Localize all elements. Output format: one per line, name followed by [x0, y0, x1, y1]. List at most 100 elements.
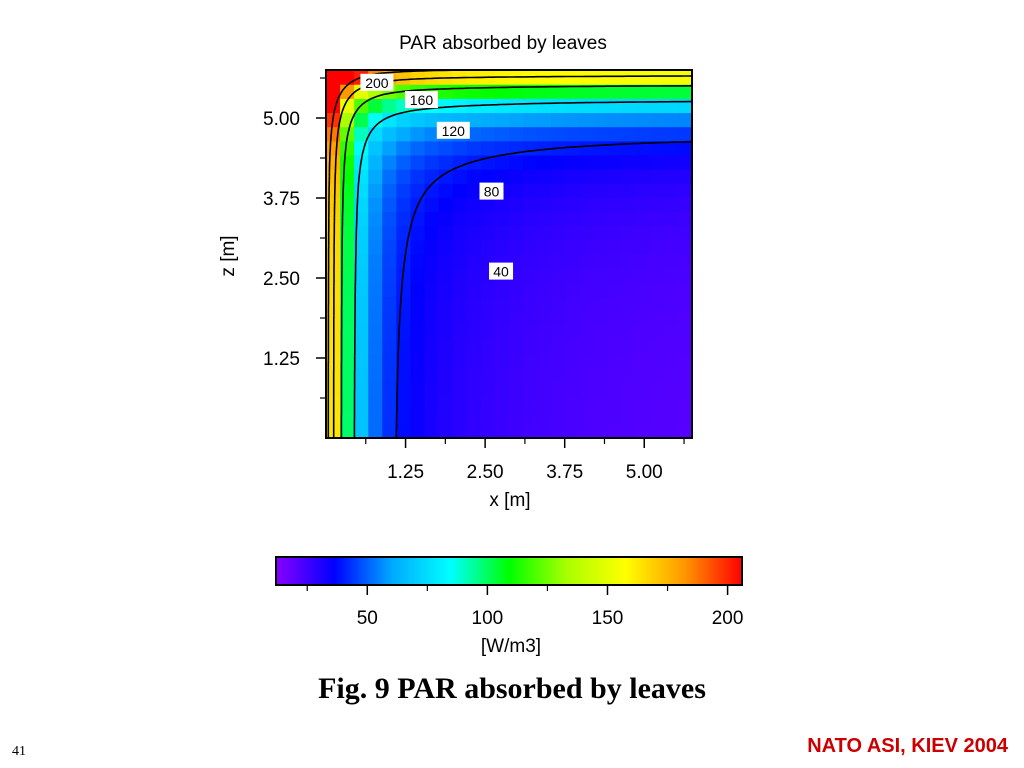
- heatmap-cell: [579, 324, 595, 340]
- heatmap-cell: [410, 409, 426, 425]
- heatmap-cell: [424, 282, 440, 298]
- heatmap-cell: [326, 98, 341, 114]
- heatmap-cell: [677, 296, 692, 312]
- heatmap-cell: [438, 254, 454, 269]
- heatmap-cell: [494, 310, 510, 326]
- contour-label-200: 200: [365, 75, 389, 91]
- heatmap-cell: [565, 183, 580, 198]
- heatmap-cell: [480, 140, 496, 156]
- heatmap-cell: [607, 409, 623, 425]
- heatmap-cell: [565, 395, 580, 411]
- heatmap-cell: [354, 211, 369, 227]
- heatmap-cell: [663, 154, 679, 170]
- contour-label-box: [404, 91, 438, 109]
- heatmap-cell: [368, 183, 383, 198]
- heatmap-cell: [663, 395, 679, 411]
- heatmap-cell: [326, 154, 341, 170]
- heatmap-cell: [509, 112, 524, 128]
- heatmap-cell: [677, 338, 692, 354]
- heatmap-cell: [326, 183, 341, 198]
- heatmap-cell: [494, 324, 510, 340]
- heatmap-cell: [579, 282, 595, 298]
- x-tick-label: 5.00: [626, 462, 663, 483]
- heatmap-cell: [677, 310, 692, 326]
- heatmap-cell: [368, 423, 383, 438]
- heatmap-cell: [649, 367, 665, 382]
- heatmap-cell: [579, 239, 595, 255]
- heatmap-cell: [523, 395, 538, 411]
- heatmap-cell: [494, 395, 510, 411]
- heatmap-cell: [621, 324, 637, 340]
- contour-labels: 200 160 120 80 40: [360, 73, 514, 280]
- heatmap-cell: [509, 183, 524, 198]
- heatmap-cell: [354, 310, 369, 326]
- heatmap-cell: [438, 154, 454, 170]
- heatmap-cell: [410, 296, 426, 312]
- heatmap-cell: [438, 140, 454, 156]
- heatmap-cell: [438, 338, 454, 354]
- heatmap-cell: [368, 140, 383, 156]
- heatmap-cell: [494, 338, 510, 354]
- heatmap-cell: [424, 112, 440, 128]
- heatmap-cell: [579, 126, 595, 142]
- heatmap-cell: [607, 268, 623, 283]
- heatmap-cell: [354, 296, 369, 312]
- heatmap-cell: [452, 197, 468, 213]
- heatmap-cell: [593, 282, 609, 298]
- chart-title: PAR absorbed by leaves: [399, 33, 607, 54]
- heatmap-cell: [494, 353, 510, 368]
- heatmap-cell: [396, 126, 412, 142]
- heatmap-cell: [565, 268, 580, 283]
- heatmap-cell: [663, 183, 679, 198]
- heatmap-cell: [565, 239, 580, 255]
- heatmap-cell: [340, 409, 355, 425]
- heatmap-cell: [354, 381, 369, 397]
- heatmap-cell: [607, 296, 623, 312]
- heatmap-cell: [635, 197, 651, 213]
- heatmap-cell: [677, 409, 692, 425]
- heatmap-cell: [452, 183, 468, 198]
- heatmap-cell: [354, 140, 369, 156]
- heatmap-cell: [396, 423, 412, 438]
- heatmap-cell: [438, 296, 454, 312]
- heatmap-cell: [396, 282, 412, 298]
- heatmap-cell: [523, 409, 538, 425]
- heatmap-cell: [677, 268, 692, 283]
- heatmap-cell: [607, 423, 623, 438]
- heatmap-cell: [494, 154, 510, 170]
- heatmap-cell: [452, 154, 468, 170]
- heatmap-cell: [396, 183, 412, 198]
- heatmap-cell: [452, 239, 468, 255]
- heatmap-cell: [593, 395, 609, 411]
- heatmap-cell: [382, 296, 397, 312]
- heatmap-cell: [326, 211, 341, 227]
- heatmap-cell: [663, 140, 679, 156]
- heatmap-cell: [480, 353, 496, 368]
- heatmap-cell: [494, 239, 510, 255]
- heatmap-cell: [466, 268, 482, 283]
- heatmap-cell: [382, 409, 397, 425]
- heatmap-cell: [621, 353, 637, 368]
- heatmap-cell: [368, 296, 383, 312]
- heatmap-cell: [340, 282, 355, 298]
- heatmap-cell: [523, 353, 538, 368]
- heatmap-cell: [649, 282, 665, 298]
- heatmap-cell: [551, 254, 566, 269]
- heatmap-cell: [424, 423, 440, 438]
- heatmap-cell: [635, 112, 651, 128]
- heatmap-cell: [326, 70, 341, 85]
- heatmap-cell: [368, 169, 383, 184]
- heatmap-cell: [649, 254, 665, 269]
- heatmap-cell: [410, 367, 426, 382]
- heatmap-cell: [523, 423, 538, 438]
- heatmap-cell: [677, 98, 692, 114]
- heatmap-cell: [649, 353, 665, 368]
- heatmap-cell: [621, 338, 637, 354]
- heatmap-cell: [368, 282, 383, 298]
- heatmap-cell: [438, 211, 454, 227]
- heatmap-cell: [424, 324, 440, 340]
- heatmap-cell: [579, 140, 595, 156]
- heatmap-cell: [326, 140, 341, 156]
- heatmap-cell: [635, 169, 651, 184]
- heatmap-cell: [523, 239, 538, 255]
